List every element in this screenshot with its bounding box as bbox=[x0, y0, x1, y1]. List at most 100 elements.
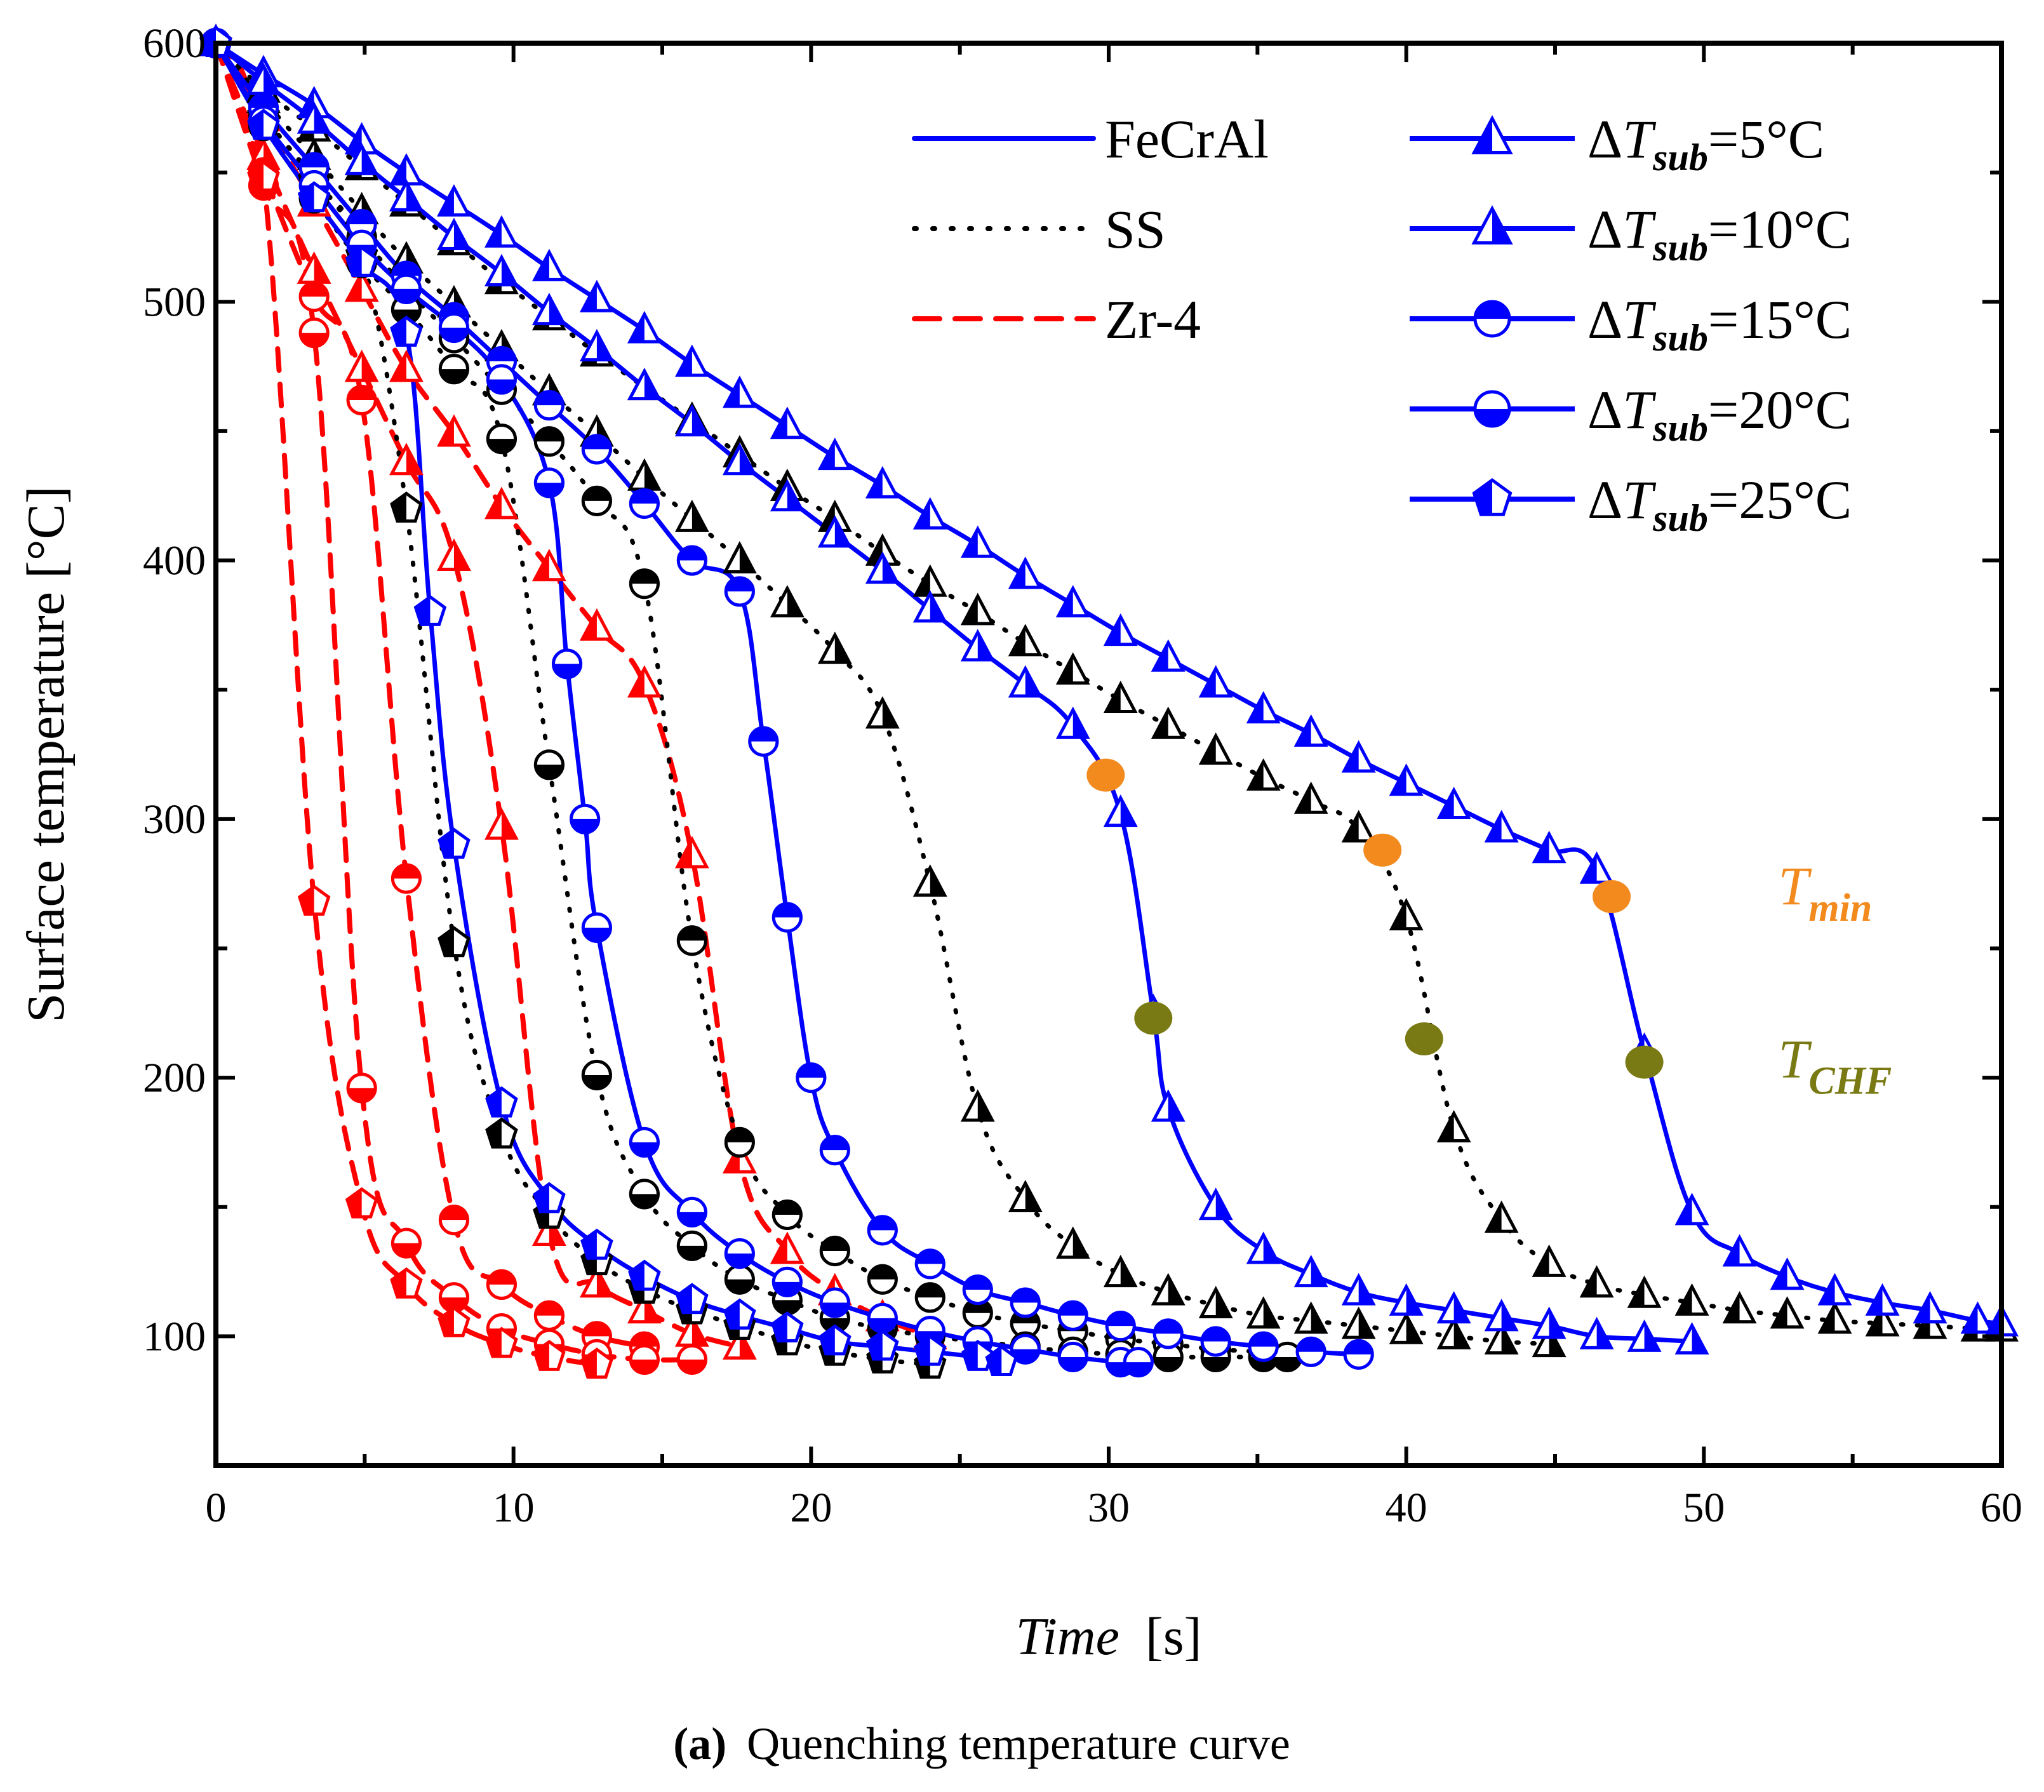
annotation-sub: CHF bbox=[1808, 1060, 1892, 1103]
data-point bbox=[722, 1140, 757, 1173]
axis-ticks: 0 10 20 30 40 50 60 100 200 300 400 500 600 bbox=[143, 20, 2022, 1531]
data-point bbox=[581, 1059, 612, 1091]
legend-label-subcooling: ΔTsub=25°C bbox=[1587, 469, 1852, 539]
data-point bbox=[1103, 680, 1138, 713]
legend-marker bbox=[1472, 478, 1513, 516]
data-point bbox=[1198, 1285, 1233, 1318]
data-point bbox=[724, 576, 755, 607]
data-point bbox=[1293, 1255, 1328, 1288]
data-point bbox=[865, 696, 900, 729]
legend-sub: sub bbox=[1652, 137, 1708, 178]
x-tick-label: 20 bbox=[790, 1485, 832, 1531]
x-axis-title: Time [s] bbox=[1015, 1607, 1201, 1666]
data-point bbox=[344, 142, 379, 175]
x-tick-label: 30 bbox=[1088, 1485, 1130, 1531]
data-point bbox=[1674, 1193, 1709, 1226]
data-point bbox=[579, 608, 614, 641]
data-point bbox=[912, 497, 947, 530]
data-point bbox=[1008, 665, 1043, 698]
x-tick-label: 40 bbox=[1386, 1485, 1427, 1531]
data-point bbox=[1389, 1311, 1424, 1344]
legend-marker bbox=[1473, 390, 1511, 428]
data-point bbox=[1198, 732, 1233, 765]
data-point bbox=[627, 311, 662, 344]
annotation-main: T bbox=[1779, 1029, 1812, 1090]
y-tick-label: 200 bbox=[143, 1055, 206, 1101]
data-point bbox=[1103, 613, 1138, 646]
data-point bbox=[770, 585, 805, 618]
data-point bbox=[628, 1259, 661, 1291]
data-point bbox=[389, 178, 424, 211]
data-point bbox=[533, 1339, 566, 1371]
data-point bbox=[627, 458, 662, 491]
legend-t: T bbox=[1622, 199, 1656, 260]
data-point bbox=[1674, 1283, 1709, 1316]
data-point bbox=[722, 443, 757, 476]
data-point bbox=[1151, 1273, 1186, 1306]
data-point bbox=[391, 863, 422, 894]
data-point bbox=[486, 424, 518, 455]
data-point bbox=[817, 631, 852, 664]
data-point bbox=[985, 1345, 1019, 1377]
data-point bbox=[436, 414, 471, 447]
data-point bbox=[770, 479, 805, 512]
series-line-ss-tsub-25-c bbox=[213, 41, 933, 1367]
legend-delta: Δ bbox=[1587, 109, 1622, 170]
data-point bbox=[390, 491, 423, 523]
data-point bbox=[1198, 1187, 1233, 1220]
data-point bbox=[533, 426, 565, 457]
legend-marker bbox=[1471, 115, 1513, 154]
data-markers bbox=[199, 23, 2019, 1379]
data-point bbox=[1770, 1296, 1805, 1329]
data-point bbox=[1913, 1291, 1947, 1324]
data-point bbox=[1008, 1179, 1043, 1213]
data-point bbox=[770, 406, 805, 439]
data-point bbox=[1246, 1231, 1281, 1264]
data-point bbox=[579, 329, 614, 362]
data-point bbox=[533, 390, 565, 421]
data-point bbox=[748, 726, 779, 757]
data-point bbox=[486, 1269, 518, 1301]
legend-delta: Δ bbox=[1587, 199, 1622, 260]
data-point bbox=[1722, 1291, 1757, 1324]
data-point bbox=[345, 246, 378, 277]
caption-text: Quenching temperature curve bbox=[747, 1718, 1290, 1769]
data-point bbox=[1579, 1265, 1614, 1298]
x-axis-title-unit: [s] bbox=[1146, 1607, 1202, 1666]
data-point bbox=[1246, 758, 1281, 791]
data-point bbox=[298, 318, 330, 349]
data-point bbox=[438, 1306, 471, 1337]
data-point bbox=[436, 538, 471, 571]
data-point bbox=[1389, 1283, 1424, 1316]
series-line-zr-4-tsub-20-c bbox=[213, 41, 695, 1363]
data-point bbox=[1151, 639, 1186, 672]
data-point bbox=[1246, 1296, 1281, 1329]
data-point bbox=[629, 1344, 660, 1375]
data-point bbox=[722, 540, 757, 574]
annotation-main: T bbox=[1779, 855, 1812, 916]
data-point bbox=[533, 749, 565, 780]
t-chf-point bbox=[1625, 1045, 1664, 1079]
legend-label-zr-4: Zr-4 bbox=[1105, 289, 1201, 350]
data-point bbox=[962, 1274, 993, 1306]
data-point bbox=[1246, 691, 1281, 724]
data-point bbox=[484, 215, 519, 248]
data-point bbox=[866, 1329, 899, 1361]
data-point bbox=[1341, 1306, 1376, 1339]
y-tick-label: 500 bbox=[143, 279, 206, 325]
data-point bbox=[674, 404, 709, 437]
annotation-min: Tmin bbox=[1779, 855, 1873, 930]
data-point bbox=[1770, 1257, 1805, 1290]
data-point bbox=[1436, 1109, 1471, 1143]
data-point bbox=[1055, 706, 1090, 739]
data-point bbox=[1103, 1255, 1138, 1288]
data-point bbox=[1008, 624, 1043, 657]
data-point bbox=[1151, 706, 1186, 739]
data-point bbox=[674, 836, 709, 869]
data-point bbox=[914, 1282, 945, 1313]
data-point bbox=[960, 592, 995, 625]
legend-delta: Δ bbox=[1587, 379, 1622, 440]
data-point bbox=[438, 1204, 470, 1236]
legend-label-fecral: FeCrAl bbox=[1105, 109, 1269, 170]
